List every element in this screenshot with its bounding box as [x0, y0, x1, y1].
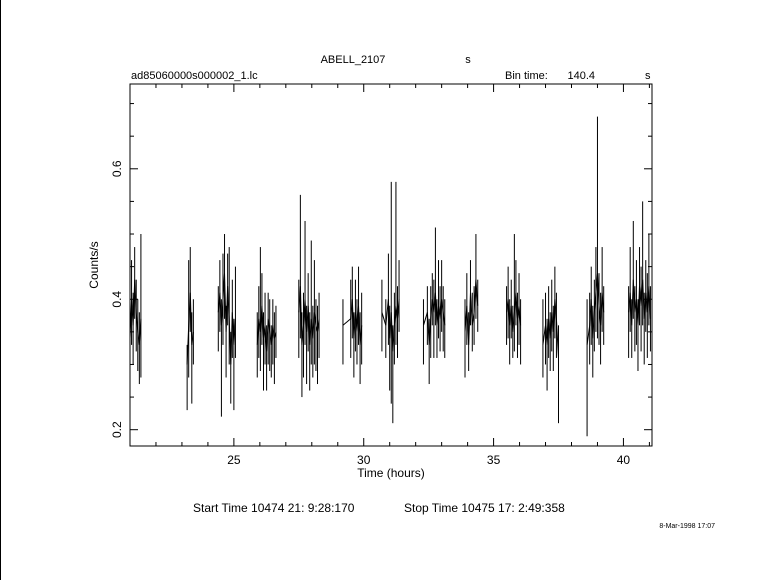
- data-segment: [186, 247, 194, 411]
- data-segment: [628, 201, 651, 371]
- data-segment: [542, 266, 560, 424]
- axis-tick-labels: 25 30 35 40 0.2 0.4 0.6: [110, 160, 630, 467]
- data-segment: [381, 181, 400, 424]
- plot-frame: [129, 83, 653, 447]
- data-segment: [298, 194, 320, 398]
- x-tick-label: 25: [227, 453, 241, 467]
- object-suffix: s: [465, 54, 471, 66]
- data-segment: [422, 227, 446, 385]
- x-tick-label: 35: [487, 453, 501, 467]
- x-tick-label: 30: [357, 453, 371, 467]
- x-tick-label: 40: [617, 453, 631, 467]
- data-segment: [129, 234, 142, 385]
- segment-line: [381, 299, 400, 352]
- start-time: Start Time 10474 21: 9:28:170: [193, 501, 355, 515]
- y-tick-label: 0.4: [110, 291, 124, 308]
- y-tick-label: 0.2: [110, 421, 124, 438]
- data-segment: [506, 234, 522, 365]
- stop-time: Stop Time 10475 17: 2:49:358: [404, 501, 565, 515]
- data-segment: [342, 266, 363, 385]
- plot-date: 8-Mar-1998 17:07: [659, 523, 715, 530]
- segment-line: [506, 292, 522, 332]
- left-border-line: [0, 0, 1, 580]
- bin-time-value: 140.4: [567, 70, 595, 82]
- bin-time-unit: s: [645, 70, 651, 82]
- x-axis-label: Time (hours): [357, 466, 425, 480]
- data-segment: [586, 116, 605, 437]
- bin-time-label: Bin time:: [505, 70, 548, 82]
- data-series: [129, 116, 651, 437]
- y-tick-label: 0.6: [110, 160, 124, 177]
- data-segment: [464, 234, 479, 378]
- data-segment: [217, 234, 236, 417]
- file-name: ad85060000s000002_1.lc: [131, 70, 258, 82]
- axis-ticks: [129, 84, 652, 446]
- y-axis-label: Counts/s: [87, 241, 101, 288]
- data-segment: [256, 247, 277, 391]
- segment-line: [217, 273, 236, 365]
- object-title: ABELL_2107: [321, 54, 386, 66]
- segment-line: [542, 299, 559, 358]
